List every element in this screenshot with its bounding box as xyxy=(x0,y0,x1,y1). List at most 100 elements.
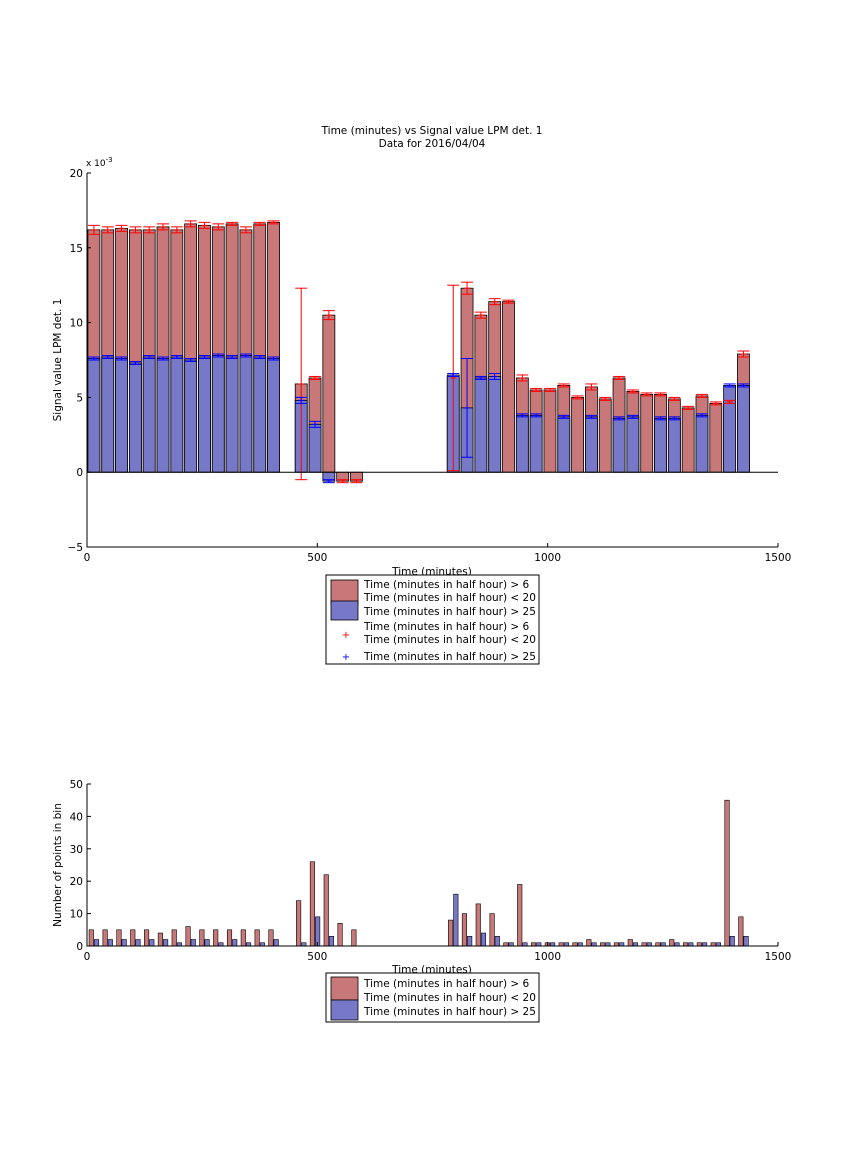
legend-box xyxy=(325,972,540,1023)
signal-bar-blue xyxy=(654,417,667,473)
y-tick-label: 20 xyxy=(70,168,83,180)
count-bar-blue xyxy=(467,935,473,947)
x-tick-label: 1000 xyxy=(534,951,561,963)
errorbar-blue xyxy=(737,383,750,388)
signal-bar-blue xyxy=(723,385,737,473)
errorbar-red xyxy=(295,287,308,481)
legend-swatch-red xyxy=(330,976,359,1001)
legend-swatch-blue xyxy=(330,999,359,1021)
errorbar-blue xyxy=(447,372,460,377)
signal-bar-blue xyxy=(87,358,101,473)
signal-bar-blue xyxy=(737,385,750,473)
count-bar-blue xyxy=(93,939,100,947)
errorbar-blue xyxy=(309,420,322,428)
errorbar-red xyxy=(502,299,515,304)
signal-bar-red xyxy=(571,396,585,473)
signal-bar-red xyxy=(640,394,654,473)
errorbar-red xyxy=(336,479,349,484)
errorbar-red xyxy=(557,383,570,388)
errorbar-red xyxy=(640,392,653,397)
errorbar-blue xyxy=(695,413,708,418)
errorbar-red xyxy=(267,220,280,225)
count-bar-red xyxy=(724,799,730,947)
signal-bar-blue xyxy=(128,362,142,473)
signal-bar-blue xyxy=(142,356,156,473)
signal-bar-blue xyxy=(156,358,170,473)
y-axis-label: Signal value LPM det. 1 xyxy=(52,299,64,422)
count-bar-blue xyxy=(328,935,335,947)
signal-bar-blue xyxy=(474,377,488,473)
errorbar-blue xyxy=(626,414,639,419)
count-bar-red xyxy=(199,929,205,947)
legend-marker-blue-plus: + xyxy=(342,652,350,663)
errorbar-blue xyxy=(212,353,225,358)
signal-chart: Time (minutes) vs Signal value LPM det. … xyxy=(52,125,792,665)
count-bar-red xyxy=(309,861,315,947)
errorbar-red xyxy=(87,224,100,235)
count-bar-blue xyxy=(480,932,487,947)
count-bar-red xyxy=(337,923,343,947)
errorbar-blue xyxy=(239,353,252,358)
errorbar-red xyxy=(350,479,363,484)
x-tick-label: 1500 xyxy=(765,552,792,564)
signal-bar-red xyxy=(502,301,515,473)
y-tick-label: 10 xyxy=(70,909,83,921)
signal-bar-blue xyxy=(170,356,184,473)
count-bar-red xyxy=(323,874,329,947)
signal-bar-blue xyxy=(198,356,211,473)
signal-bar-blue xyxy=(529,414,543,473)
errorbar-red xyxy=(198,221,211,229)
errorbar-blue xyxy=(253,355,266,360)
errorbar-red xyxy=(571,395,584,400)
errorbar-blue xyxy=(170,355,183,360)
y-axis-ticks: −5 0 5 10 15 20 xyxy=(68,168,91,554)
count-bar-red xyxy=(88,929,94,947)
errorbar-red xyxy=(474,311,487,319)
errorbar-red xyxy=(101,226,114,234)
signal-bar-red xyxy=(543,389,557,473)
signal-bar-blue xyxy=(267,358,280,473)
errorbar-red xyxy=(309,375,322,380)
count-bar-red xyxy=(489,913,495,947)
count-bar-red xyxy=(268,929,274,947)
count-bar-red xyxy=(102,929,108,947)
x-tick-label: 500 xyxy=(307,552,327,564)
errorbar-red xyxy=(709,401,722,406)
count-bar-red xyxy=(213,929,219,947)
errorbar-red xyxy=(737,350,750,358)
signal-bar-blue xyxy=(115,358,128,473)
legend: Time (minutes in half hour) > 6 Time (mi… xyxy=(325,972,540,1023)
signal-bar-red xyxy=(709,402,723,473)
count-bar-red xyxy=(475,903,481,947)
x-tick-label: 500 xyxy=(307,951,327,963)
errorbar-group xyxy=(87,220,750,484)
errorbar-blue xyxy=(87,356,100,361)
signal-bar-red xyxy=(681,407,695,473)
count-bar-blue xyxy=(494,935,500,947)
errorbar-red xyxy=(488,298,501,306)
errorbar-blue xyxy=(129,360,142,365)
count-bar-red xyxy=(254,929,260,947)
signal-bar-blue xyxy=(488,376,502,473)
y-tick-label: 15 xyxy=(70,243,83,255)
errorbar-red xyxy=(157,223,170,231)
axes-frame xyxy=(86,784,778,947)
errorbar-red xyxy=(115,224,128,232)
errorbar-blue xyxy=(143,355,156,360)
signal-bar-red xyxy=(322,314,336,473)
errorbar-red xyxy=(530,387,543,392)
errorbar-blue xyxy=(267,356,280,361)
count-bar-blue xyxy=(315,916,321,947)
y-tick-label: 5 xyxy=(76,392,83,404)
y-tick-label: −5 xyxy=(68,542,83,554)
count-bar-red xyxy=(517,884,523,947)
errorbar-blue xyxy=(530,413,543,418)
signal-bar-blue xyxy=(626,416,640,473)
errorbar-blue xyxy=(585,414,598,419)
bar-group xyxy=(88,799,749,947)
errorbar-red xyxy=(447,284,460,472)
errorbar-red xyxy=(723,399,736,404)
y-tick-label: 40 xyxy=(70,811,83,823)
count-bar-red xyxy=(586,939,592,947)
